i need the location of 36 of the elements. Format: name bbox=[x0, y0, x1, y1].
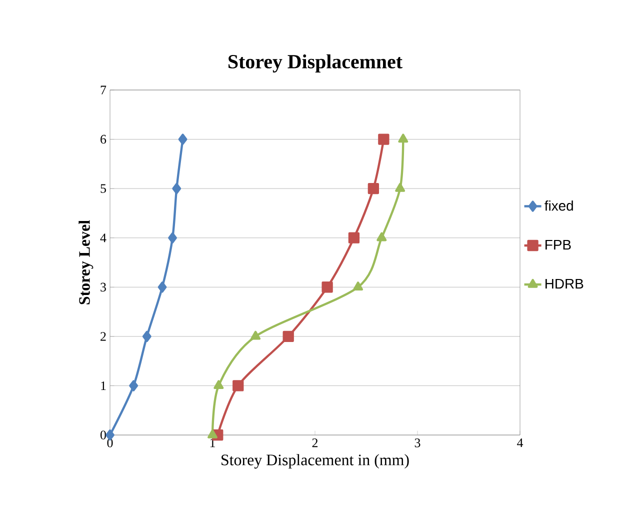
y-tick-label: 6 bbox=[100, 134, 106, 144]
point bbox=[250, 330, 261, 340]
point bbox=[322, 282, 333, 293]
y-tick-label: 4 bbox=[100, 234, 106, 242]
point bbox=[172, 182, 182, 194]
y-tick-label: 7 bbox=[100, 86, 106, 94]
point bbox=[348, 232, 360, 244]
point bbox=[395, 182, 406, 192]
y-tick-label: 1 bbox=[101, 381, 106, 390]
point bbox=[232, 380, 244, 392]
point bbox=[353, 282, 364, 290]
point bbox=[158, 282, 167, 293]
point bbox=[376, 232, 387, 242]
x-tick-label: 2 bbox=[312, 438, 318, 448]
point bbox=[142, 330, 152, 342]
legend-label: fixed bbox=[544, 200, 573, 211]
y-tick-label: 3 bbox=[100, 282, 106, 292]
point bbox=[129, 380, 138, 392]
legend-label: FPB bbox=[546, 240, 571, 250]
y-tick-label: 5 bbox=[100, 184, 106, 193]
x-tick-label: 4 bbox=[517, 438, 524, 448]
y-tick-label: 2 bbox=[100, 332, 106, 341]
point bbox=[168, 232, 177, 244]
point bbox=[208, 429, 218, 438]
point bbox=[214, 380, 224, 390]
point bbox=[368, 182, 380, 194]
x-tick-label: 3 bbox=[414, 438, 420, 448]
point bbox=[178, 134, 188, 145]
legend-label: HDRB bbox=[546, 278, 584, 289]
point bbox=[378, 134, 390, 145]
x-axis-title: Storey Displacement in (mm) bbox=[222, 454, 409, 469]
point bbox=[398, 134, 408, 143]
chart-title: Storey Displacemnet bbox=[228, 54, 402, 73]
point bbox=[282, 330, 294, 342]
y-axis-title: Storey Level bbox=[78, 220, 94, 304]
y-tick-label: 0 bbox=[100, 430, 106, 440]
